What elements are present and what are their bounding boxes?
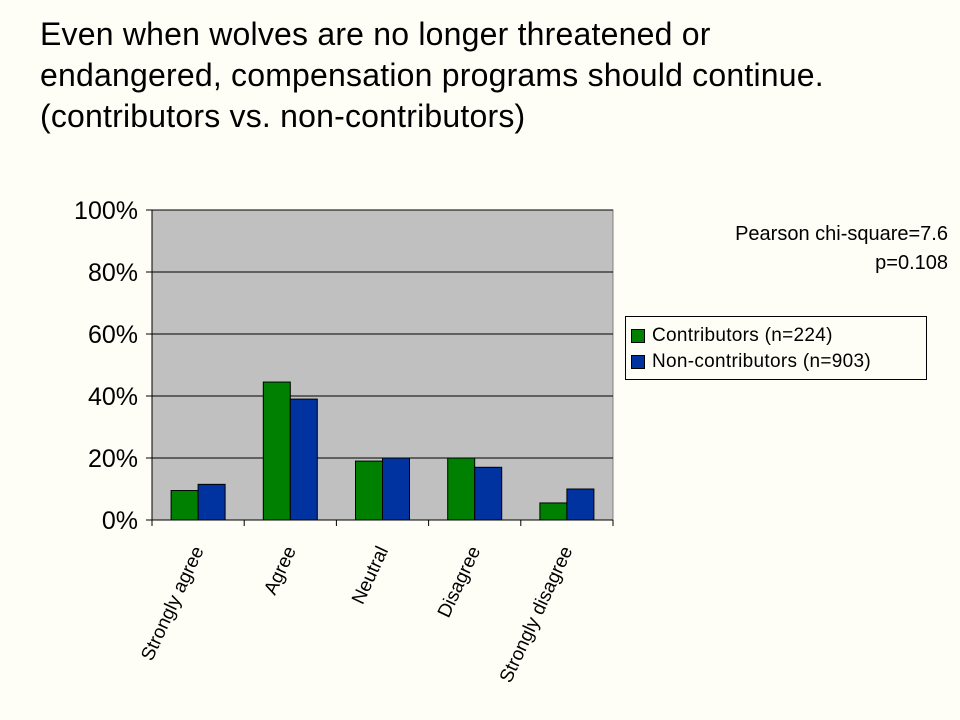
legend-label-non-contributors: Non-contributors (n=903) — [652, 351, 871, 372]
chart-legend: Contributors (n=224) Non-contributors (n… — [625, 316, 927, 380]
title-line-1: Even when wolves are no longer threatene… — [40, 16, 711, 52]
bar — [474, 466, 503, 521]
y-tick-label: 100% — [74, 197, 138, 225]
legend-item-contributors: Contributors (n=224) — [631, 323, 926, 349]
y-tick-label: 0% — [102, 507, 138, 535]
legend-swatch-contributors — [631, 329, 645, 343]
bar — [262, 381, 291, 521]
bar — [566, 488, 595, 521]
chi-square-text: Pearson chi-square=7.6 — [735, 223, 948, 245]
p-value-text: p=0.108 — [875, 252, 948, 274]
y-tick-label: 20% — [88, 445, 138, 473]
title-line-3: (contributors vs. non-contributors) — [40, 98, 526, 134]
x-tick-label: Strongly disagree — [496, 543, 578, 686]
x-tick-label: Disagree — [434, 543, 485, 621]
y-tick-label: 60% — [88, 321, 138, 349]
bar — [197, 483, 226, 521]
bar — [170, 490, 199, 521]
bar — [447, 457, 476, 521]
chart-title: Even when wolves are no longer threatene… — [40, 14, 940, 137]
bar — [382, 457, 410, 521]
legend-swatch-non-contributors — [631, 355, 645, 369]
title-line-2: endangered, compensation programs should… — [40, 57, 824, 93]
y-tick-label: 80% — [88, 259, 138, 287]
statistics-annotation: Pearson chi-square=7.6 p=0.108 — [735, 220, 948, 278]
x-tick-label: Neutral — [348, 543, 393, 607]
x-tick-label: Strongly agree — [137, 543, 208, 664]
legend-item-non-contributors: Non-contributors (n=903) — [631, 349, 926, 375]
bar — [289, 398, 318, 521]
bar — [539, 502, 568, 521]
bar — [355, 460, 383, 521]
legend-label-contributors: Contributors (n=224) — [652, 325, 833, 346]
y-tick-label: 40% — [88, 383, 138, 411]
x-tick-label: Agree — [260, 543, 300, 598]
